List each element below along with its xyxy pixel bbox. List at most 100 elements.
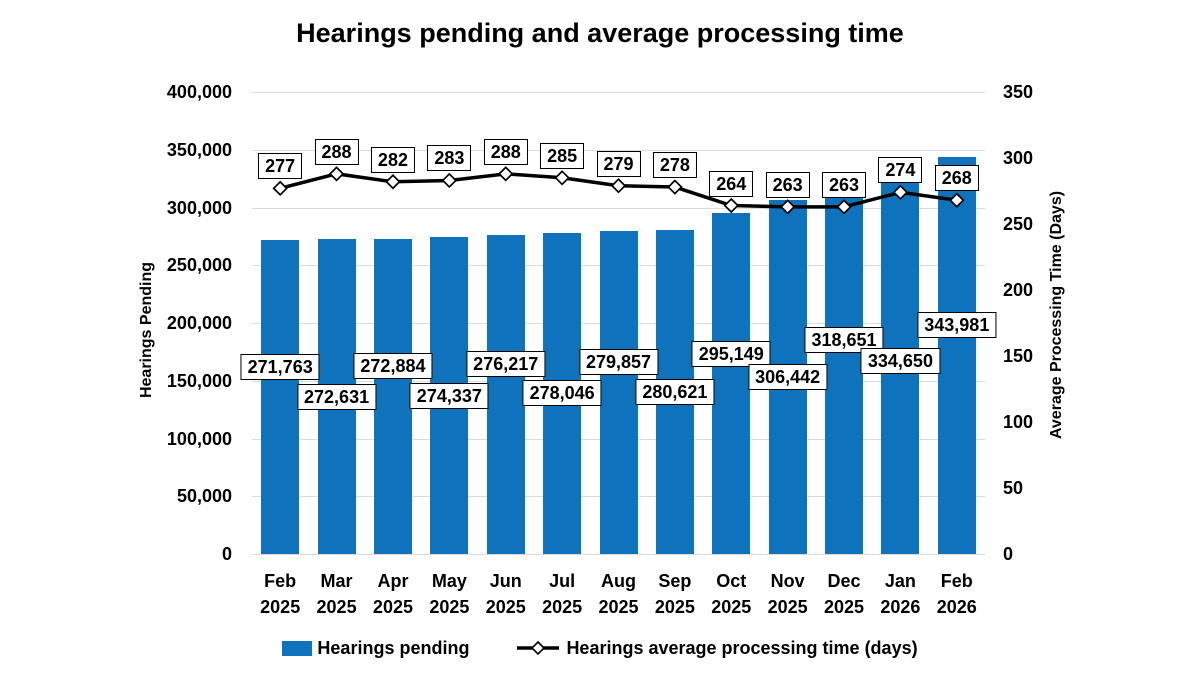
y-axis-tick-left: 250,000	[166, 255, 232, 275]
bar-data-label: 280,621	[635, 379, 715, 405]
x-axis-label-year: 2025	[372, 597, 413, 617]
line-data-label: 263	[822, 172, 867, 198]
y-axis-tick-left: 50,000	[176, 486, 232, 506]
y-axis-tick-right: 0	[1003, 544, 1014, 564]
line-data-label: 283	[427, 145, 472, 171]
line-data-label: 274	[878, 157, 923, 183]
line-point-marker	[498, 166, 514, 182]
x-axis-label: Jan 2026	[880, 568, 920, 620]
y-axis-tick-right: 150	[1003, 346, 1034, 366]
x-axis-label: Feb 2025	[260, 568, 300, 620]
y-axis-tick-right: 250	[1003, 214, 1034, 234]
line-data-label: 263	[765, 172, 810, 198]
line-point-marker	[385, 174, 401, 190]
bar-data-label: 334,650	[860, 348, 940, 374]
gridline	[252, 92, 985, 93]
x-axis-label-month: Feb	[264, 571, 297, 591]
x-axis-label-month: Sep	[658, 571, 692, 591]
line-data-label: 282	[370, 147, 415, 173]
bar	[261, 240, 299, 554]
gridline	[252, 150, 985, 151]
bar	[487, 235, 525, 554]
bar-data-label: 295,149	[691, 341, 771, 367]
line-point-marker	[667, 179, 683, 195]
legend-item-bars: Hearings pending	[282, 638, 469, 659]
x-axis-label-year: 2025	[542, 597, 583, 617]
bar-data-label: 274,337	[409, 383, 489, 409]
y-axis-tick-left: 400,000	[166, 82, 232, 102]
y-axis-tick-right: 50	[1003, 478, 1024, 498]
line-point-marker	[328, 166, 345, 182]
bar-data-label: 279,857	[578, 349, 659, 375]
x-axis-label: Jul 2025	[542, 568, 582, 620]
bar	[600, 231, 638, 554]
right-axis-title: Average Processing Time (Days)	[1048, 190, 1065, 440]
y-axis-tick-left: 350,000	[166, 140, 232, 160]
x-axis-label: Feb 2026	[937, 568, 977, 620]
bar	[374, 239, 412, 554]
x-axis-label-month: Jul	[549, 571, 576, 591]
legend: Hearings pending Hearings average proces…	[0, 633, 1200, 663]
y-axis-tick-right: 300	[1003, 148, 1034, 168]
gridline	[252, 208, 985, 209]
x-axis-label: Apr 2025	[373, 568, 413, 620]
line-point-marker	[554, 170, 570, 186]
x-axis-label: Dec 2025	[824, 568, 864, 620]
bar-data-label: 272,631	[297, 384, 377, 410]
y-axis-tick-right: 350	[1003, 82, 1034, 102]
x-axis-label: Aug 2025	[598, 568, 638, 620]
line-data-label: 288	[483, 139, 528, 165]
legend-line-label: Hearings average processing time (days)	[566, 637, 918, 658]
y-axis-tick-right: 200	[1003, 280, 1034, 300]
bar-data-label: 278,046	[522, 380, 602, 406]
y-axis-tick-left: 0	[221, 544, 232, 564]
x-axis-label-year: 2025	[654, 597, 695, 617]
x-axis-label-month: May	[431, 571, 467, 591]
x-axis-label-month: Jun	[489, 571, 522, 591]
y-axis-tick-right: 100	[1003, 412, 1034, 432]
x-axis-label: Mar 2025	[317, 568, 357, 620]
x-axis-label-month: Jan	[884, 571, 916, 591]
x-axis-label: Jun 2025	[486, 568, 526, 620]
x-axis-label-month: Feb	[940, 571, 973, 591]
x-axis-label-year: 2025	[429, 597, 470, 617]
bar-data-label: 271,763	[240, 354, 320, 380]
bar-data-label: 272,884	[353, 353, 433, 379]
x-axis-label: Nov 2025	[768, 568, 808, 620]
x-axis-label-year: 2026	[936, 597, 977, 617]
bar-data-label: 306,442	[748, 364, 828, 390]
y-axis-tick-left: 200,000	[166, 313, 232, 333]
x-axis-label-month: Dec	[827, 571, 861, 591]
line-data-label: 268	[934, 165, 979, 191]
x-axis-label-year: 2025	[824, 597, 865, 617]
legend-bar-label: Hearings pending	[317, 637, 470, 658]
x-axis-label-month: Apr	[377, 571, 409, 591]
line-data-label: 278	[652, 152, 697, 178]
bar	[938, 157, 976, 554]
line-data-label: 288	[314, 139, 359, 165]
bar-data-label: 276,217	[466, 351, 546, 377]
bar-series-swatch-icon	[282, 640, 313, 656]
x-axis-label: May 2025	[429, 568, 469, 620]
x-axis-label-month: Mar	[320, 571, 353, 591]
x-axis-label-year: 2025	[260, 597, 301, 617]
x-axis-label-year: 2025	[598, 597, 639, 617]
line-data-label: 285	[540, 143, 585, 169]
y-axis-tick-left: 300,000	[166, 198, 232, 218]
line-point-marker	[610, 178, 627, 194]
legend-item-line: Hearings average processing time (days)	[515, 637, 918, 659]
bar	[712, 213, 750, 554]
line-point-marker	[723, 197, 739, 214]
line-point-marker	[441, 172, 458, 189]
line-data-label: 277	[258, 153, 303, 179]
gridline	[252, 554, 985, 555]
line-point-marker	[272, 180, 288, 197]
x-axis-label-year: 2025	[711, 597, 752, 617]
chart-title: Hearings pending and average processing …	[296, 18, 904, 48]
x-axis-label-month: Nov	[770, 571, 805, 591]
x-axis-label-year: 2025	[485, 597, 526, 617]
x-axis-label: Sep 2025	[655, 568, 695, 620]
bar-data-label: 343,981	[917, 312, 997, 338]
line-series-sample-icon	[517, 640, 560, 656]
